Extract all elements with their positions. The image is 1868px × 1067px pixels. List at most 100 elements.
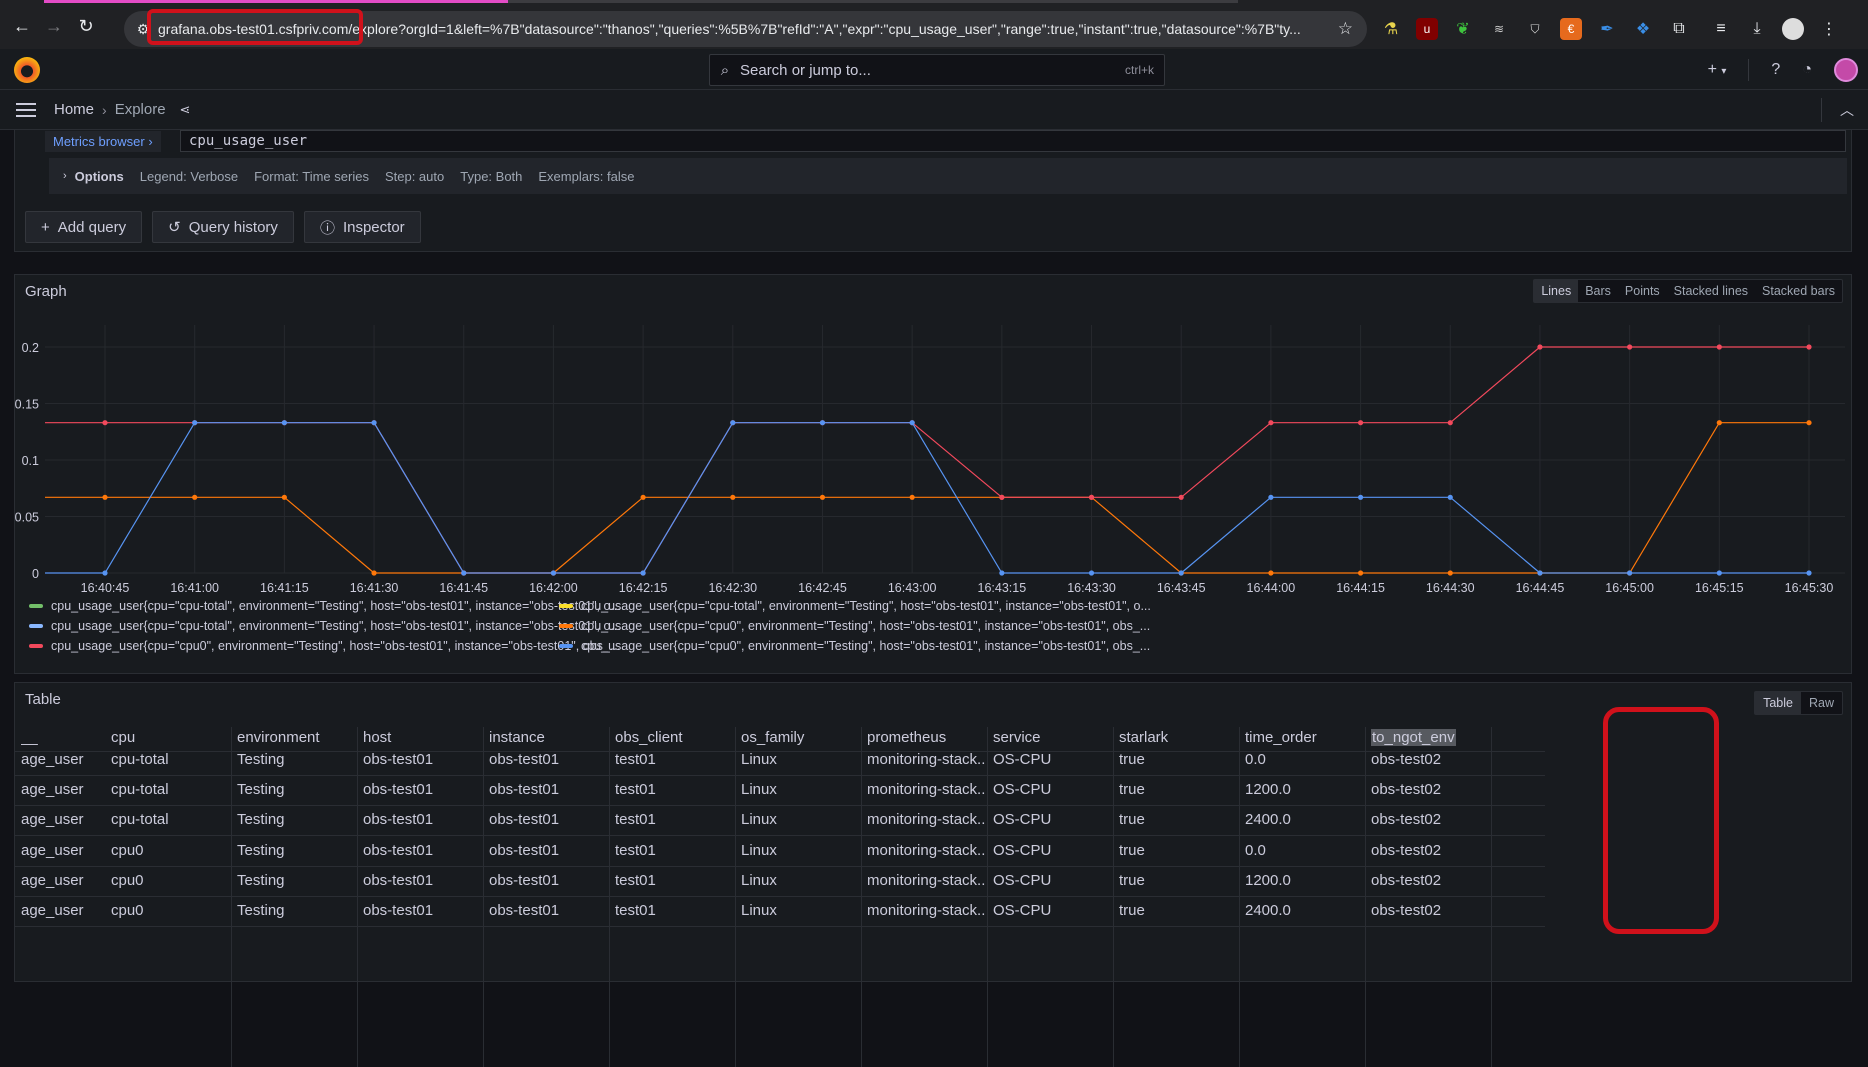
table-cell: test01 — [615, 751, 656, 768]
grafana-logo[interactable] — [14, 57, 40, 83]
browser-menu-icon[interactable]: ⋮ — [1821, 21, 1837, 38]
column-header[interactable]: to_ngot_env — [1371, 729, 1489, 746]
metrics-browser-button[interactable]: Metrics browser › — [45, 130, 161, 152]
column-header[interactable]: time_order — [1245, 729, 1317, 746]
query-expression-input[interactable]: cpu_usage_user — [180, 130, 1846, 152]
rss-icon[interactable]: ◔ — [1802, 61, 1812, 78]
table-title: Table — [25, 691, 61, 708]
mode-lines[interactable]: Lines — [1534, 280, 1579, 302]
series-point — [1627, 344, 1633, 350]
series-point — [1268, 494, 1274, 500]
column-header[interactable]: prometheus — [867, 729, 947, 746]
legend-item[interactable]: cpu_usage_user{cpu="cpu-total", environm… — [29, 599, 621, 613]
table-cell: OS-CPU — [993, 811, 1052, 829]
collapse-icon[interactable]: ︿ — [1840, 102, 1854, 118]
ublock-extension-icon[interactable]: u — [1416, 18, 1438, 40]
table-cell: test01 — [615, 902, 656, 919]
query-options[interactable]: › Options Legend: Verbose Format: Time s… — [49, 158, 1847, 194]
legend-label: cpu_usage_user{cpu="cpu0", environment="… — [581, 639, 1151, 653]
reload-icon[interactable]: ↻ — [78, 15, 94, 36]
table-cell: monitoring-stack... — [867, 811, 985, 829]
series-point — [819, 494, 826, 500]
options-title: Options — [74, 168, 124, 184]
breadcrumb-current: Explore — [114, 101, 166, 118]
back-icon[interactable]: ← — [13, 15, 31, 36]
stripes-extension-icon[interactable]: ≋ — [1493, 22, 1505, 36]
plus-icon: + — [1707, 61, 1717, 78]
series-point — [1716, 420, 1722, 426]
table-cell: 2400.0 — [1245, 811, 1291, 829]
mode-points[interactable]: Points — [1624, 284, 1660, 298]
pen-extension-icon[interactable]: ✒ — [1600, 21, 1614, 38]
legend-item[interactable]: cpu_usage_user{cpu="cpu-total", environm… — [559, 599, 1151, 613]
flask-extension-icon[interactable]: ⚗ — [1383, 21, 1399, 38]
table-cell: obs-test01 — [489, 751, 560, 768]
mode-raw[interactable]: Raw — [1808, 696, 1834, 710]
avatar[interactable] — [1834, 58, 1858, 82]
row-divider — [15, 835, 1545, 837]
search-placeholder: Search or jump to... — [740, 61, 871, 79]
legend-label: cpu_usage_user{cpu="cpu0", environment="… — [581, 619, 1151, 633]
chevron-right-icon: › — [63, 170, 67, 182]
info-icon: ⓘ — [319, 219, 335, 237]
legend-item[interactable]: cpu_usage_user{cpu="cpu-total", environm… — [29, 619, 621, 633]
y-tick-label: 0.05 — [15, 511, 39, 525]
table-cell: obs-test02 — [1371, 871, 1442, 889]
shield-extension-icon[interactable]: ⛉ — [1530, 21, 1540, 36]
profile-avatar[interactable] — [1782, 18, 1804, 40]
puzzle-extension-icon[interactable]: ⧉ — [1673, 20, 1685, 37]
series-point — [1357, 420, 1364, 426]
column-annotation-highlight — [1603, 707, 1719, 934]
query-history-button[interactable]: ↺ Query history — [152, 211, 294, 243]
legend-swatch — [559, 604, 573, 608]
column-header[interactable]: os_family — [741, 729, 805, 746]
breadcrumb-separator: › — [102, 101, 107, 118]
column-header[interactable]: starlark — [1119, 729, 1169, 746]
leaf-extension-icon[interactable]: ❦ — [1456, 21, 1470, 38]
table-cell: 0.0 — [1245, 751, 1266, 768]
bookmark-star-icon[interactable]: ☆ — [1337, 19, 1353, 38]
extensions-area: ⚗ u ❦ ≋ ⛉ € ✒ ❖ ⧉ ≡ ⤓ ⋮ — [1380, 12, 1840, 46]
series-point — [640, 494, 646, 500]
legend-item[interactable]: cpu_usage_user{cpu="cpu0", environment="… — [559, 639, 1150, 653]
column-header[interactable]: instance — [489, 729, 545, 746]
column-header[interactable]: cpu — [111, 729, 136, 746]
mode-bars[interactable]: Bars — [1585, 284, 1611, 298]
legend-item[interactable]: cpu_usage_user{cpu="cpu0", environment="… — [559, 619, 1150, 633]
row-divider — [15, 895, 1545, 897]
mode-stacked-bars[interactable]: Stacked bars — [1762, 284, 1835, 298]
table-cell: 0.0 — [1245, 841, 1266, 859]
share-icon[interactable]: ⋖ — [179, 101, 191, 117]
table-cell: age_user — [21, 902, 84, 919]
table-cell: Linux — [741, 902, 777, 919]
menu-icon[interactable] — [16, 102, 36, 117]
x-tick-label: 16:40:45 — [81, 581, 130, 595]
download-icon[interactable]: ⤓ — [1753, 20, 1761, 37]
help-icon[interactable]: ? — [1771, 61, 1781, 78]
column-header[interactable]: __ — [21, 729, 38, 746]
search-bar[interactable]: ⌕ Search or jump to... ctrl+k — [709, 54, 1165, 86]
site-info-icon[interactable]: ⚙ — [136, 20, 150, 37]
diamond-extension-icon[interactable]: ❖ — [1635, 21, 1651, 38]
graph-chart: 0 0.05 0.1 0.15 0.2 16:40:45 16:41:00 16:41:15 1… — [15, 325, 1845, 595]
mode-stacked-lines[interactable]: Stacked lines — [1673, 284, 1749, 298]
column-header[interactable]: service — [993, 729, 1041, 746]
column-header[interactable]: obs_client — [615, 729, 683, 746]
column-header[interactable]: host — [363, 729, 392, 746]
series-point — [1268, 420, 1274, 426]
table-cell: OS-CPU — [993, 781, 1052, 799]
mode-table[interactable]: Table — [1755, 692, 1801, 714]
legend-item[interactable]: cpu_usage_user{cpu="cpu0", environment="… — [29, 639, 620, 653]
forward-icon[interactable]: → — [45, 15, 63, 36]
new-menu-button[interactable]: + ▾ — [1708, 61, 1727, 79]
media-icon[interactable]: ≡ — [1716, 20, 1726, 37]
inspector-button[interactable]: ⓘ Inspector — [303, 211, 421, 243]
column-header[interactable]: environment — [237, 729, 320, 746]
legend-label: cpu_usage_user{cpu="cpu-total", environm… — [581, 599, 1151, 613]
add-query-button[interactable]: + Add query — [25, 211, 143, 243]
breadcrumb-home[interactable]: Home — [54, 101, 95, 118]
euro-extension-icon[interactable]: € — [1560, 18, 1582, 40]
series-point — [1716, 570, 1722, 576]
x-tick-label: 16:43:30 — [1067, 581, 1116, 595]
y-tick-label: 0.2 — [22, 341, 39, 355]
